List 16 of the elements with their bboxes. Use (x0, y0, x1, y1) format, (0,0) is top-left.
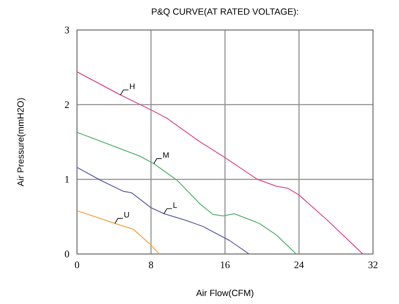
x-tick-label: 16 (220, 262, 230, 268)
x-tick-label: 32 (368, 262, 378, 268)
x-tick-label: 8 (148, 262, 154, 268)
y-tick-label: 0 (64, 250, 70, 258)
y-tick-label: 3 (64, 26, 70, 34)
y-tick-label: 1 (65, 176, 69, 183)
y-axis-title: Air Pressure(mmH2O) (17, 98, 26, 186)
line-series (77, 166, 250, 254)
x-axis-title: Air Flow(CFM) (196, 290, 254, 298)
chart-title: P&Q CURVE(AT RATED VOLTAGE): (152, 8, 298, 16)
line-series (77, 210, 160, 254)
line-series (77, 132, 297, 254)
line-series (77, 71, 364, 254)
y-tick-label: 2 (64, 101, 69, 108)
x-tick-label: 24 (294, 262, 304, 268)
x-tick-label: 0 (74, 262, 80, 268)
